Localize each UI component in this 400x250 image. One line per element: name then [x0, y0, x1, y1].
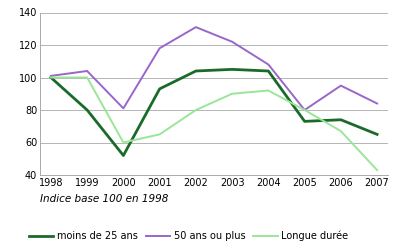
moins de 25 ans: [157, 88, 162, 90]
Legend: moins de 25 ans, 50 ans ou plus, Longue durée: moins de 25 ans, 50 ans ou plus, Longue …: [25, 227, 352, 245]
Line: 50 ans ou plus: 50 ans ou plus: [51, 27, 377, 110]
50 ans ou plus: [338, 84, 343, 87]
moins de 25 ans: [266, 70, 271, 72]
Text: Indice base 100 en 1998: Indice base 100 en 1998: [40, 194, 168, 204]
Line: moins de 25 ans: moins de 25 ans: [51, 69, 377, 156]
Longue durée: [85, 76, 90, 79]
50 ans ou plus: [48, 74, 53, 78]
moins de 25 ans: [48, 76, 53, 79]
Longue durée: [121, 141, 126, 144]
moins de 25 ans: [194, 70, 198, 72]
moins de 25 ans: [121, 154, 126, 157]
Longue durée: [375, 168, 380, 172]
moins de 25 ans: [338, 118, 343, 121]
Longue durée: [266, 89, 271, 92]
50 ans ou plus: [302, 108, 307, 112]
50 ans ou plus: [121, 107, 126, 110]
50 ans ou plus: [85, 70, 90, 72]
moins de 25 ans: [302, 120, 307, 123]
Longue durée: [48, 76, 53, 79]
50 ans ou plus: [266, 63, 271, 66]
Longue durée: [230, 92, 234, 95]
50 ans ou plus: [375, 102, 380, 105]
Longue durée: [302, 108, 307, 112]
50 ans ou plus: [230, 40, 234, 43]
Line: Longue durée: Longue durée: [51, 78, 377, 170]
Longue durée: [157, 133, 162, 136]
Longue durée: [338, 130, 343, 132]
moins de 25 ans: [375, 133, 380, 136]
Longue durée: [194, 108, 198, 112]
50 ans ou plus: [157, 47, 162, 50]
50 ans ou plus: [194, 26, 198, 29]
moins de 25 ans: [85, 108, 90, 112]
moins de 25 ans: [230, 68, 234, 71]
